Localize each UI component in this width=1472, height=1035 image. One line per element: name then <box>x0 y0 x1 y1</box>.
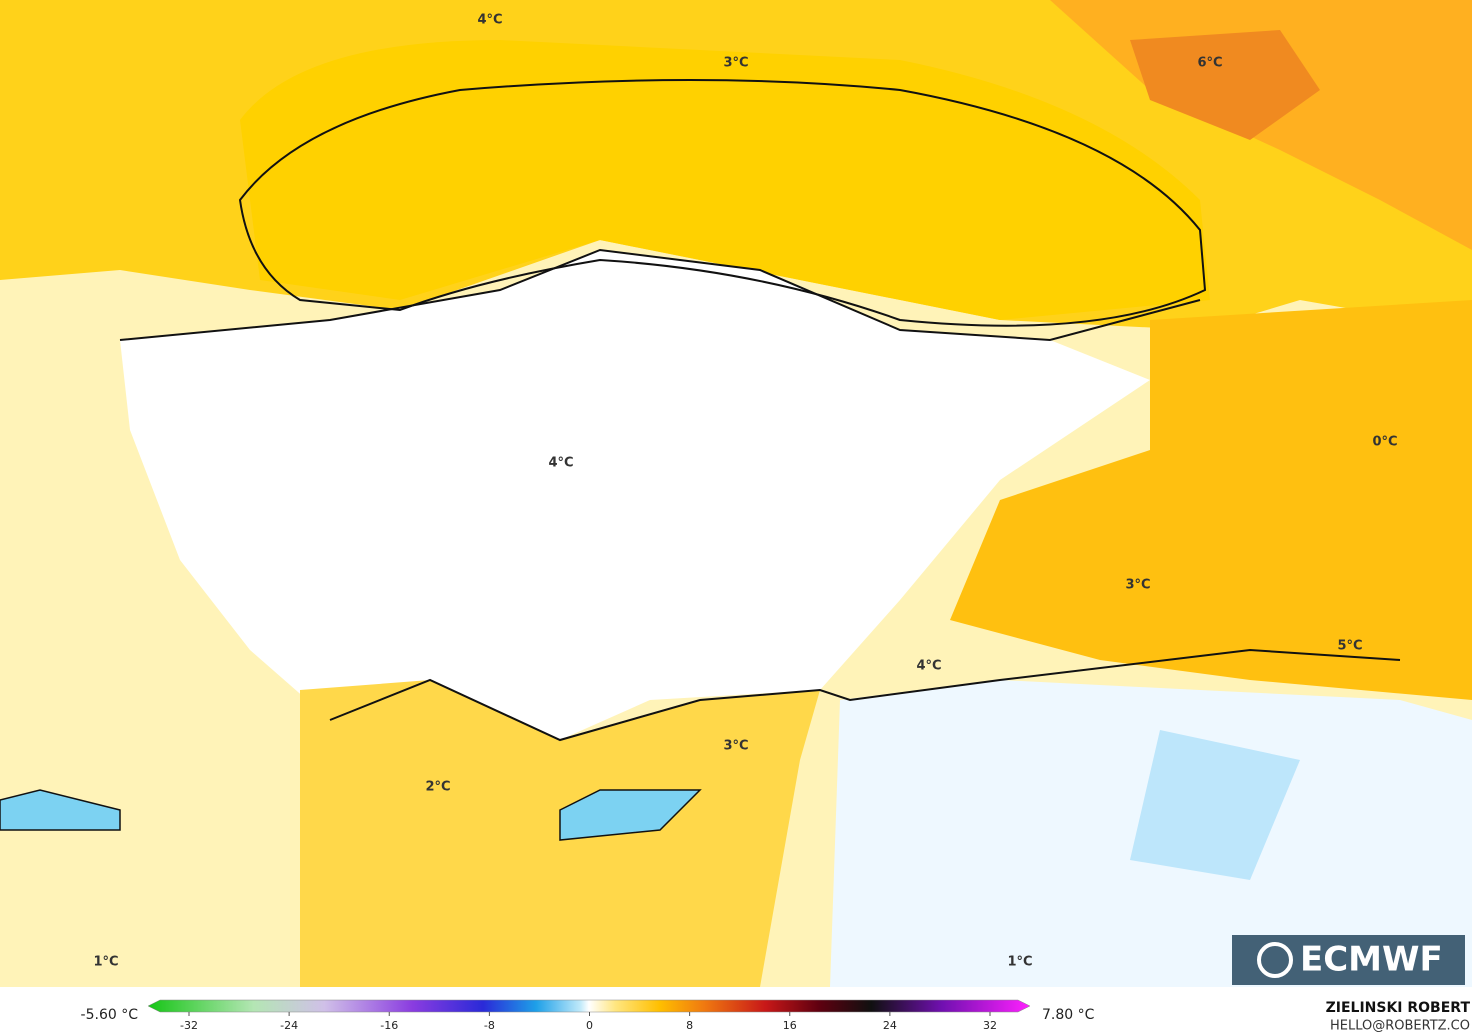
temperature-label: 3°C <box>723 56 748 71</box>
temperature-label: 2°C <box>425 780 450 795</box>
colorbar-tick-label: 24 <box>883 1019 897 1032</box>
colorbar-scale <box>147 999 1031 1013</box>
temperature-label: 4°C <box>477 13 502 28</box>
credit-author: ZIELINSKI ROBERT <box>1326 1000 1471 1016</box>
credit-email: HELLO@ROBERTZ.CO <box>1330 1019 1470 1034</box>
colorbar-min: -5.60 °C <box>81 1007 139 1023</box>
temperature-label: 4°C <box>548 456 573 471</box>
temperature-label: 0°C <box>1372 435 1397 450</box>
temperature-label: 3°C <box>723 739 748 754</box>
logo: ECMWF <box>1232 935 1465 985</box>
colorbar-tick-label: 0 <box>586 1019 593 1032</box>
logo-text: ECMWF <box>1300 940 1443 980</box>
colorbar: -5.60 °C 7.80 °C -32 -24 -16 -8 0 8 16 24 32 <box>81 999 1095 1032</box>
colorbar-ticks: -32 -24 -16 -8 0 8 16 24 32 <box>180 1012 997 1032</box>
colorbar-tick-label: -32 <box>180 1019 198 1032</box>
logo-icon <box>1257 942 1293 978</box>
colorbar-tick-label: -8 <box>484 1019 495 1032</box>
colorbar-tick-label: -24 <box>280 1019 298 1032</box>
temperature-label: 5°C <box>1337 639 1362 654</box>
map-field <box>0 0 1472 987</box>
colorbar-tick-label: 8 <box>686 1019 693 1032</box>
temperature-label: 4°C <box>916 659 941 674</box>
colorbar-tick-label: -16 <box>380 1019 398 1032</box>
map-labels: 4°C 3°C 6°C 0°C 4°C 3°C 5°C 4°C 3°C 2°C 1°C 1°C <box>93 13 1397 970</box>
colorbar-tick-label: 32 <box>983 1019 997 1032</box>
colorbar-tick-label: 16 <box>783 1019 797 1032</box>
temperature-label: 6°C <box>1197 56 1222 71</box>
temperature-label: 1°C <box>93 955 118 970</box>
colorbar-max: 7.80 °C <box>1042 1007 1095 1023</box>
temperature-label: 3°C <box>1125 578 1150 593</box>
temperature-label: 1°C <box>1007 955 1032 970</box>
